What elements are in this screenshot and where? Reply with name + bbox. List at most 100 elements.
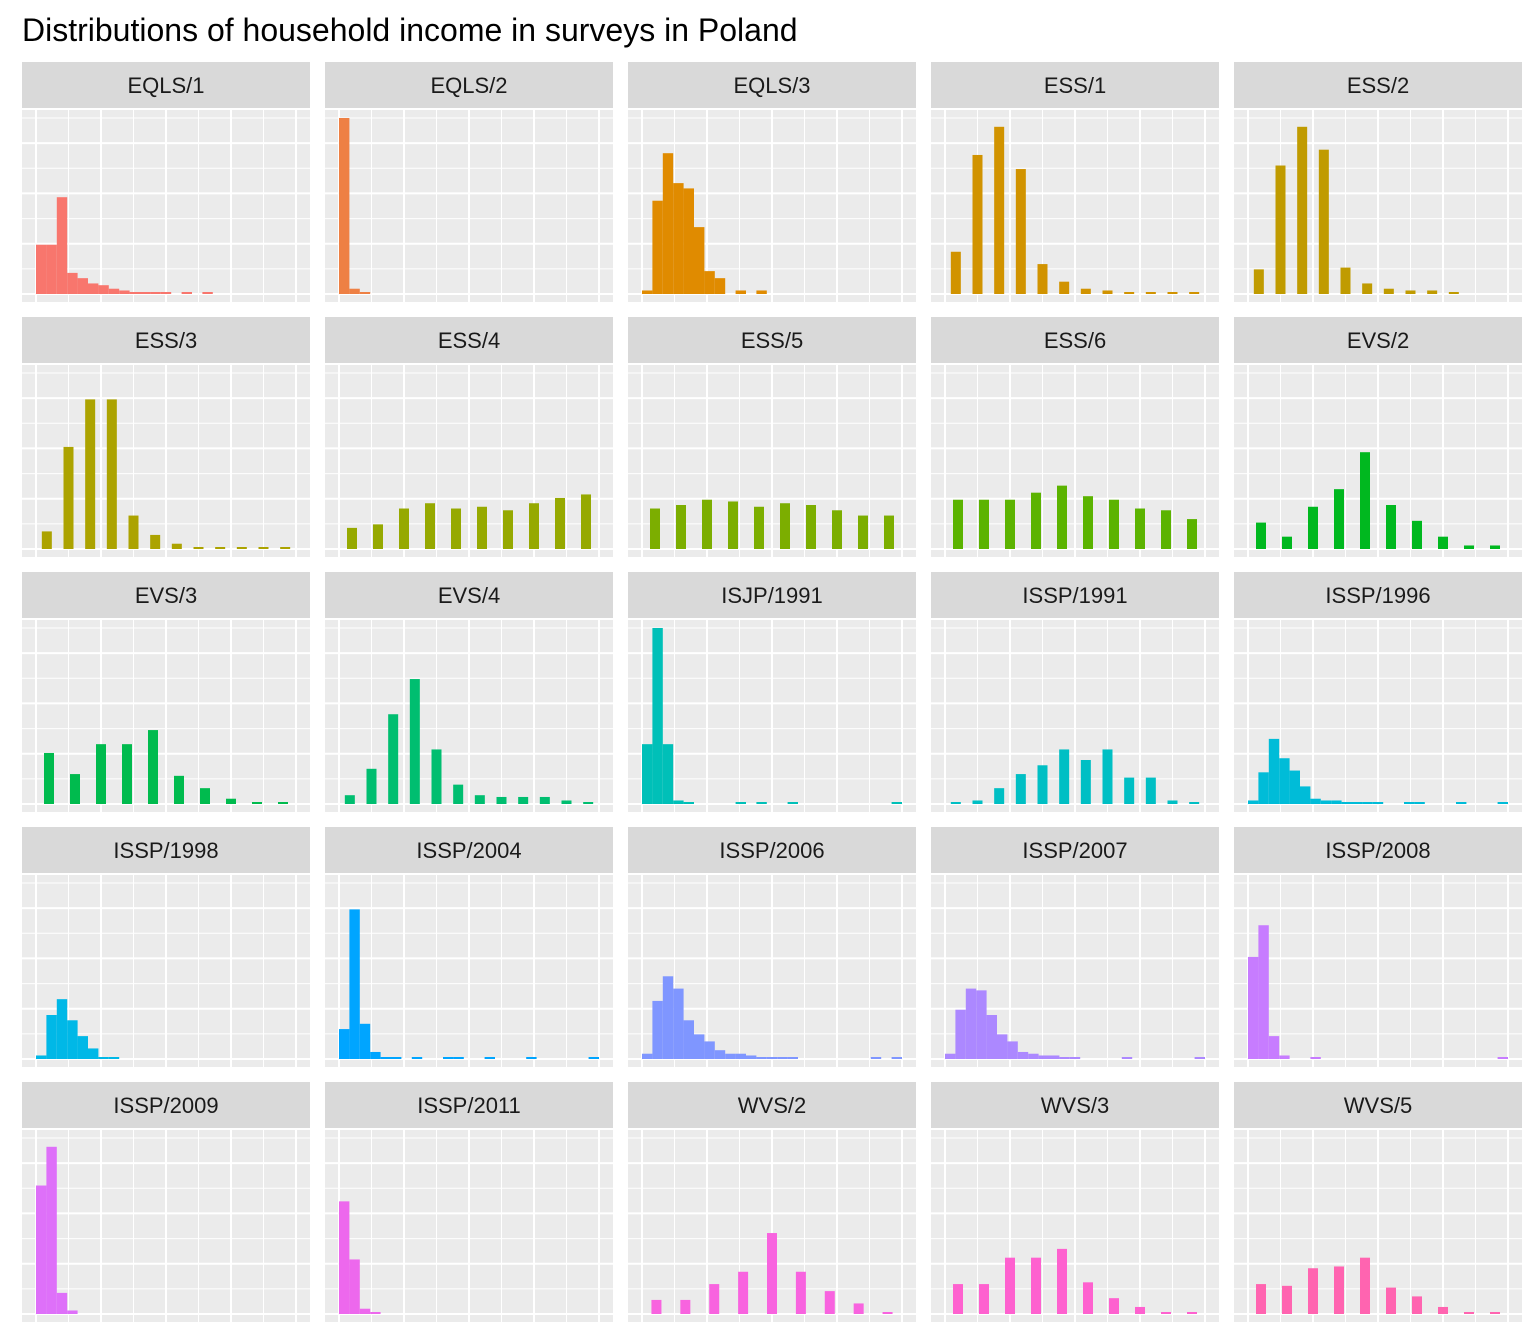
histogram-bar: [1102, 290, 1113, 294]
histogram-bar: [174, 775, 184, 804]
histogram-bar: [1124, 777, 1135, 804]
histogram-bar: [642, 744, 653, 804]
histogram-bar: [344, 795, 355, 804]
facet-strip: [628, 62, 916, 108]
histogram-bar: [399, 508, 409, 549]
facet-panel: EVS/2: [1234, 317, 1522, 557]
histogram-bar: [581, 494, 591, 549]
histogram-bar: [704, 271, 715, 294]
facet-panel: ISSP/2011: [325, 1082, 613, 1322]
histogram-bar: [1057, 485, 1067, 549]
histogram-bar: [431, 749, 442, 804]
histogram-bar: [370, 1312, 381, 1314]
histogram-bar: [756, 1057, 767, 1059]
histogram-bar: [1005, 1257, 1015, 1314]
histogram-bar: [1497, 1057, 1508, 1059]
histogram-bar: [1161, 510, 1171, 549]
facet-strip: [931, 827, 1219, 873]
histogram-bar: [709, 1284, 720, 1314]
histogram-bar: [950, 251, 961, 294]
histogram-bar: [1448, 292, 1459, 294]
facet-strip-label: ESS/3: [135, 328, 197, 353]
facet-strip: [931, 1082, 1219, 1128]
histogram-bar: [67, 1310, 78, 1314]
histogram-bar: [215, 547, 226, 549]
histogram-bar: [1258, 772, 1269, 804]
histogram-bar: [1297, 126, 1308, 294]
histogram-bar: [1360, 452, 1370, 549]
histogram-bar: [662, 744, 674, 804]
histogram-bar: [46, 1146, 57, 1314]
histogram-bar: [391, 1057, 402, 1059]
facet-panel: ESS/1: [931, 62, 1219, 302]
histogram-bar: [735, 290, 746, 294]
histogram-bar: [746, 1055, 757, 1059]
histogram-bar: [950, 802, 961, 804]
histogram-bar: [1248, 956, 1259, 1059]
histogram-bar: [1320, 800, 1332, 804]
histogram-bar: [1334, 489, 1344, 549]
histogram-bar: [67, 272, 78, 294]
facet-strip-label: EQLS/1: [127, 73, 204, 98]
histogram-bar: [1279, 758, 1290, 804]
facet-strip-label: WVS/5: [1344, 1093, 1412, 1118]
histogram-bar: [882, 1312, 893, 1314]
facet-strip: [22, 827, 310, 873]
facet-strip-label: ISSP/1998: [113, 838, 218, 863]
histogram-bar: [477, 506, 487, 549]
histogram-bar: [1187, 1312, 1197, 1314]
histogram-bar: [1258, 925, 1269, 1059]
histogram-bar: [181, 292, 192, 294]
histogram-bar: [56, 999, 68, 1059]
histogram-bar: [997, 1034, 1008, 1059]
histogram-bar: [1005, 499, 1015, 549]
histogram-bar: [98, 285, 109, 294]
histogram-bar: [98, 1057, 109, 1059]
histogram-bar: [443, 1057, 454, 1059]
histogram-bar: [652, 628, 663, 804]
histogram-bar: [1404, 802, 1415, 804]
histogram-bar: [359, 292, 371, 294]
histogram-bar: [36, 244, 47, 294]
facet-strip-label: ESS/5: [741, 328, 803, 353]
histogram-bar: [1256, 1284, 1266, 1314]
histogram-bar: [88, 283, 99, 294]
histogram-bar: [46, 1015, 57, 1059]
histogram-bar: [787, 1057, 798, 1059]
facet-strip: [22, 1082, 310, 1128]
histogram-bar: [148, 730, 158, 804]
histogram-bar: [453, 784, 464, 804]
histogram-bar: [870, 1057, 882, 1059]
histogram-bar: [673, 800, 684, 804]
histogram-bar: [1049, 1055, 1060, 1059]
histogram-bar: [496, 796, 507, 804]
histogram-bar: [1438, 1306, 1448, 1314]
histogram-bar: [67, 1020, 78, 1059]
histogram-bar: [171, 543, 182, 549]
histogram-bar: [1015, 774, 1026, 804]
histogram-bar: [539, 796, 550, 804]
histogram-bar: [972, 154, 983, 294]
histogram-bar: [683, 802, 694, 804]
histogram-bar: [1310, 798, 1321, 804]
histogram-bar: [1340, 267, 1351, 294]
facet-panel: ISSP/2009: [22, 1082, 310, 1322]
histogram-bar: [955, 1009, 966, 1059]
histogram-bar: [1490, 545, 1500, 549]
histogram-bar: [650, 508, 660, 549]
histogram-bar: [88, 1048, 99, 1059]
histogram-bar: [484, 1057, 495, 1059]
histogram-bar: [853, 1303, 864, 1314]
histogram-bar: [1268, 738, 1280, 804]
histogram-bar: [349, 1259, 360, 1314]
histogram-bar: [366, 768, 377, 804]
histogram-bar: [583, 802, 594, 804]
histogram-bar: [451, 508, 461, 549]
histogram-bar: [1031, 492, 1041, 549]
histogram-bar: [150, 292, 161, 294]
histogram-bar: [756, 290, 767, 294]
histogram-bar: [1412, 1296, 1422, 1314]
facet-strip: [628, 572, 916, 618]
histogram-bar: [965, 988, 977, 1059]
histogram-bar: [994, 788, 1005, 804]
